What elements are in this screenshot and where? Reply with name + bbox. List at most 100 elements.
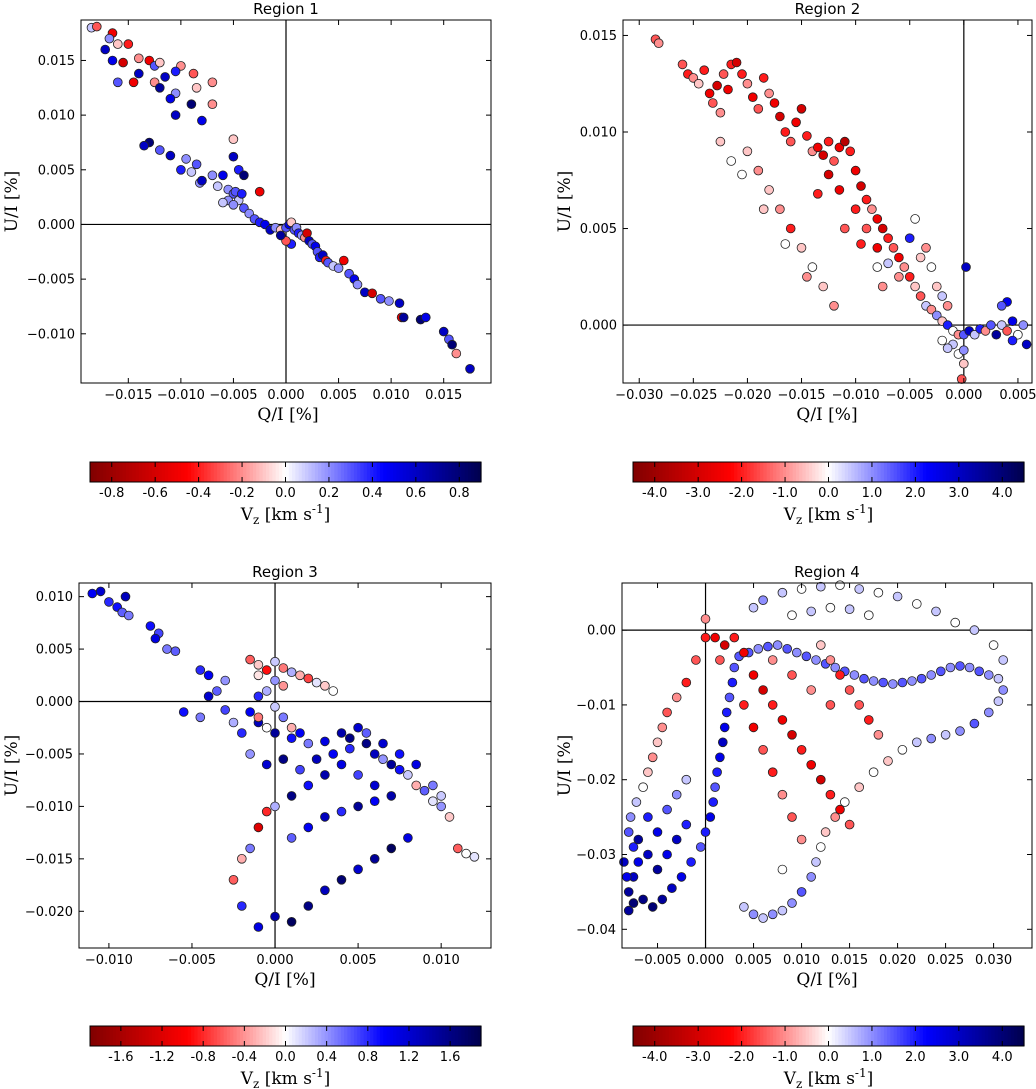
data-point [700,632,711,643]
plot-frame [622,19,1033,384]
colorbar-segment [412,462,417,482]
colorbar-segment [324,1026,329,1046]
colorbar-segment [210,462,215,482]
data-point [868,676,879,686]
data-point [829,156,839,166]
y-axis-label: U/I [%] [555,735,575,797]
data-point [1018,320,1029,330]
colorbar-segment [477,1026,482,1046]
colorbar-segment [633,1026,637,1046]
colorbar-segment [148,462,153,482]
data-point [818,281,828,292]
colorbar-segment [720,1026,725,1046]
data-point [353,770,363,780]
data-point [344,743,355,754]
colorbar-segment [197,462,202,482]
colorbar-segment [194,462,199,482]
colorbar-segment [714,1026,719,1046]
colorbar-segment [383,1026,388,1046]
y-tick-label: 0.015 [580,29,617,44]
colorbar-segment [909,462,914,482]
colorbar-segment [438,462,443,482]
colorbar-segment [236,1026,241,1046]
data-point [942,320,953,330]
colorbar-segment [675,462,680,482]
data-point [253,712,264,723]
colorbar-tick-label: 1.2 [399,1050,420,1065]
colorbar-segment [259,1026,264,1046]
x-tick-label: −0.005 [209,388,257,403]
data-point [715,107,726,118]
colorbar-segment [685,1026,689,1046]
colorbar-segment [958,462,963,482]
data-point [452,843,463,854]
colorbar-segment [448,462,453,482]
data-point [904,271,915,282]
data-point [336,806,347,817]
data-point [942,343,953,354]
data-point [104,597,114,607]
chart-panel-2: Region 2 −0.030 −0.025 −0.020 −0.015 −0.010 −0… [555,0,1036,527]
colorbar-segment [870,462,875,482]
colorbar-segment [1017,462,1022,482]
colorbar-segment [171,1026,176,1046]
colorbar-tick-label: 3.0 [948,1050,969,1065]
colorbar-segment [223,1026,228,1046]
data-point [758,204,769,215]
data-point [961,262,971,272]
colorbar-segment [792,462,797,482]
colorbar-segment [795,462,800,482]
colorbar-segment [233,462,238,482]
colorbar-segment [877,462,882,482]
colorbar-segment [841,1026,846,1046]
colorbar-segment [145,462,150,482]
colorbar-segment [971,1026,976,1046]
colorbar-segment [122,1026,127,1046]
colorbar-tick-label: 0.0 [275,486,296,501]
data-point [883,756,893,766]
colorbar-segment [965,462,970,482]
data-point [657,722,668,733]
colorbar-segment [386,1026,391,1046]
colorbar-segment [877,1026,882,1046]
colorbar-segment [321,462,326,482]
colorbar-segment [132,1026,137,1046]
data-point [748,670,759,680]
colorbar-segment [913,1026,918,1046]
colorbar: -1.6 -1.2 -0.8 -0.4 0.0 0.4 0.8 1.2 1.6 Vz [km s-… [89,1025,482,1089]
data-point [767,767,778,777]
x-tick-label: −0.030 [615,388,663,403]
colorbar-segment [467,462,472,482]
data-point [835,804,845,815]
colorbar-segment [412,1026,417,1046]
colorbar-segment [649,462,654,482]
data-point [328,686,339,696]
colorbar-segment [445,1026,450,1046]
data-point [897,744,908,755]
data-point [856,239,866,249]
colorbar-segment [373,1026,378,1046]
y-tick-label: −0.020 [25,905,73,920]
data-point [162,644,172,654]
data-point [763,641,773,652]
colorbar-segment [308,462,313,482]
data-point [681,677,692,688]
colorbar-segment [174,462,179,482]
data-point [170,110,181,120]
colorbar-segment [698,462,703,482]
data-point [207,170,218,181]
colorbar-segment [181,462,186,482]
data-point [802,131,812,141]
colorbar-segment [857,1026,862,1046]
y-tick-label: −0.005 [27,273,75,288]
colorbar-tick-label: 1.0 [862,1050,883,1065]
colorbar-segment [939,462,944,482]
data-point [739,700,749,710]
data-point [815,842,826,852]
data-point [286,791,297,801]
colorbar-segment [887,462,892,482]
y-tick-label: 0.005 [38,163,75,178]
x-tick-label: 0.010 [373,388,410,403]
data-point [996,320,1007,330]
data-point [956,374,967,384]
